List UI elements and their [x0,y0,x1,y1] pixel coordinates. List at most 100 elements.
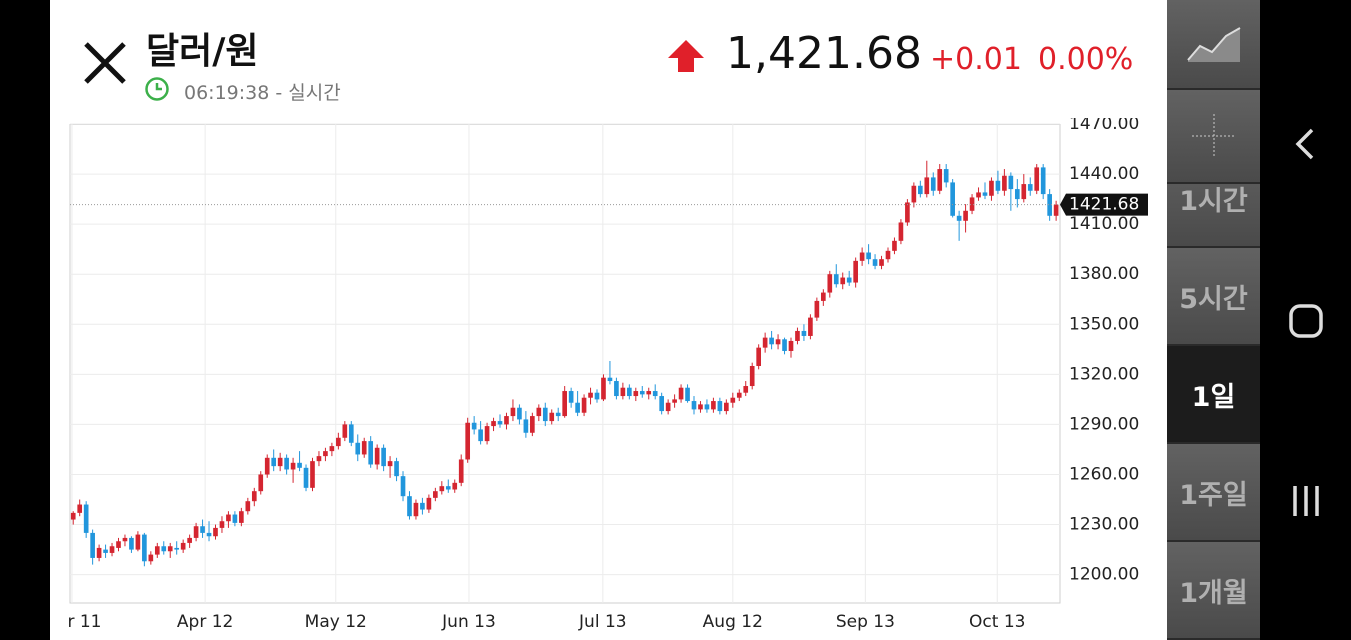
candle-body [361,441,367,455]
back-button[interactable] [1295,128,1314,160]
candle-body [342,424,348,438]
x-tick-label: Jun 13 [441,612,496,632]
candle-body [316,456,322,462]
candle-body [135,534,141,550]
candle-body [795,330,800,341]
candle-body [736,392,742,398]
candle-body [782,339,787,351]
candle-body [769,337,774,345]
candle-body [348,424,354,443]
period-button[interactable]: 5시간 [1167,248,1260,346]
candle-body [879,259,884,266]
candle-body [200,526,205,533]
candle-body [394,461,399,477]
candle-body [743,386,749,393]
candle-body [400,476,406,497]
candle-body [491,421,496,427]
candle-body [1047,194,1052,216]
candle-body [154,546,160,555]
candle-body [187,537,192,543]
x-tick-label: Apr 12 [177,612,233,632]
candle-body [193,526,199,538]
candle-body [420,502,425,510]
candle-body [129,537,134,550]
candle-body [905,202,910,223]
period-button[interactable]: 1일 [1167,346,1260,444]
chart-type-button[interactable] [1167,0,1260,90]
candle-body [639,391,645,395]
candle-body [245,501,251,512]
price: 1,421.68 [726,28,922,79]
candle-body [885,250,891,260]
x-tick-label: Aug 12 [703,612,763,632]
candle-body [251,491,257,502]
title: 달러/원 [146,31,259,72]
candle-body [116,541,121,548]
candle-body [471,422,477,430]
candle-body [756,347,761,367]
x-tick-label: Oct 13 [969,612,1025,632]
candle-body [536,407,542,417]
candle-body [549,412,555,422]
candle-body [329,446,335,452]
period-button[interactable]: 1개월 [1167,542,1260,640]
y-tick-label: 1470.00 [1069,114,1139,134]
candle-body [103,549,108,553]
last-price-label: 1421.68 [1069,195,1139,215]
candle-body [122,537,128,542]
candle-body [542,407,548,422]
candle-body [1027,184,1033,191]
change-pct: 0.00% [1038,42,1134,77]
candle-body [937,169,943,191]
candle-body [517,407,522,420]
candle-body [749,366,755,387]
candle-body [827,274,833,293]
candle-body [387,461,393,467]
candle-body [109,546,115,553]
y-tick-label: 1320.00 [1069,364,1139,384]
x-tick-label: Sep 13 [836,612,895,632]
candle-body [433,491,438,498]
home-button[interactable] [1289,304,1323,338]
candle-body [290,462,296,470]
clock-icon [145,77,169,101]
candle-body [808,317,813,336]
candle-body [704,404,710,410]
candle-body [588,392,593,398]
candle-body [277,457,283,467]
candle-body [717,401,723,412]
candle-body [174,547,180,550]
change: +0.01 [930,42,1022,77]
candle-body [924,177,930,195]
close-button[interactable] [82,40,128,86]
candle-body [672,399,677,403]
candle-body [859,252,865,261]
candle-body [445,486,451,490]
candle-body [943,169,949,183]
x-tick-label: Jul 13 [578,612,627,632]
candle-body [497,421,503,425]
candle-body [142,534,147,562]
candle-body [83,504,89,533]
candle-body [995,180,1001,191]
candle-body [555,412,561,417]
candle-body [374,447,380,465]
candle-body [892,240,897,251]
candle-body [1034,167,1040,191]
period-button[interactable]: 1주일 [1167,444,1260,542]
candle-body [336,437,341,447]
crosshair-button[interactable] [1167,90,1260,184]
candle-body [711,401,716,410]
candle-body [775,339,781,345]
candle-body [407,496,412,517]
candle-body [284,457,289,470]
candle-body [840,277,846,285]
chart-screen: 달러/원 06:19:38 - 실시간 1,421.68 +0.01 0.00% [50,0,1167,640]
candle-body [956,215,962,221]
y-tick-label: 1290.00 [1069,414,1139,434]
candle-body [989,180,994,196]
recents-button[interactable] [1293,486,1319,516]
candle-body [310,461,315,488]
candle-body [982,192,988,196]
candle-body [426,497,432,510]
